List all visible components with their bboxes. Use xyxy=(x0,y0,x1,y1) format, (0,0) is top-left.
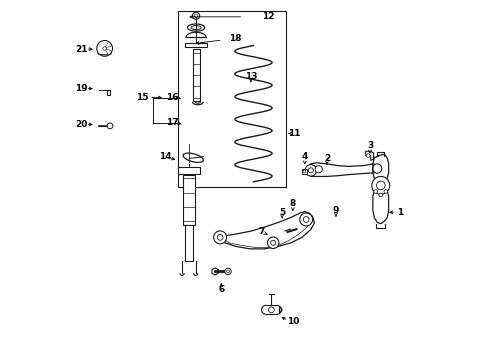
Circle shape xyxy=(371,176,389,194)
Text: 8: 8 xyxy=(289,199,295,208)
Text: 21: 21 xyxy=(75,45,87,54)
Bar xyxy=(178,167,199,174)
Bar xyxy=(183,175,194,225)
Circle shape xyxy=(299,213,312,226)
Circle shape xyxy=(372,164,381,173)
Text: 18: 18 xyxy=(229,34,241,43)
Text: 5: 5 xyxy=(279,208,285,217)
Bar xyxy=(184,225,193,261)
Circle shape xyxy=(97,41,112,56)
Text: 11: 11 xyxy=(288,129,300,138)
Text: 3: 3 xyxy=(366,141,372,150)
Circle shape xyxy=(303,217,308,222)
Circle shape xyxy=(102,46,106,50)
Text: 4: 4 xyxy=(301,152,307,161)
Circle shape xyxy=(378,193,382,197)
Circle shape xyxy=(303,170,305,173)
Circle shape xyxy=(213,231,226,244)
Text: 1: 1 xyxy=(397,208,403,217)
Bar xyxy=(301,169,306,174)
Text: 17: 17 xyxy=(166,118,179,127)
Text: 9: 9 xyxy=(332,206,339,215)
Circle shape xyxy=(192,12,199,19)
Circle shape xyxy=(268,307,274,313)
Text: 19: 19 xyxy=(75,84,87,93)
Circle shape xyxy=(267,237,278,248)
Text: 16: 16 xyxy=(166,93,179,102)
Bar xyxy=(192,49,199,101)
Text: 14: 14 xyxy=(158,152,171,161)
Circle shape xyxy=(305,165,316,176)
Text: 12: 12 xyxy=(261,12,273,21)
Circle shape xyxy=(314,166,322,173)
Circle shape xyxy=(383,190,387,193)
Circle shape xyxy=(373,190,377,193)
Text: 10: 10 xyxy=(286,317,299,326)
Circle shape xyxy=(194,14,198,18)
Circle shape xyxy=(226,270,229,273)
Circle shape xyxy=(107,123,113,129)
Text: 6: 6 xyxy=(218,285,224,294)
Circle shape xyxy=(217,234,223,240)
Text: 7: 7 xyxy=(258,228,264,237)
Bar xyxy=(178,12,285,187)
Text: 13: 13 xyxy=(244,72,257,81)
Circle shape xyxy=(376,181,384,190)
Text: 20: 20 xyxy=(75,120,87,129)
Text: 2: 2 xyxy=(323,154,329,163)
Text: 15: 15 xyxy=(136,93,148,102)
Circle shape xyxy=(366,154,369,157)
Bar xyxy=(185,43,206,47)
Circle shape xyxy=(270,240,275,245)
Circle shape xyxy=(308,168,313,173)
Circle shape xyxy=(224,268,231,275)
